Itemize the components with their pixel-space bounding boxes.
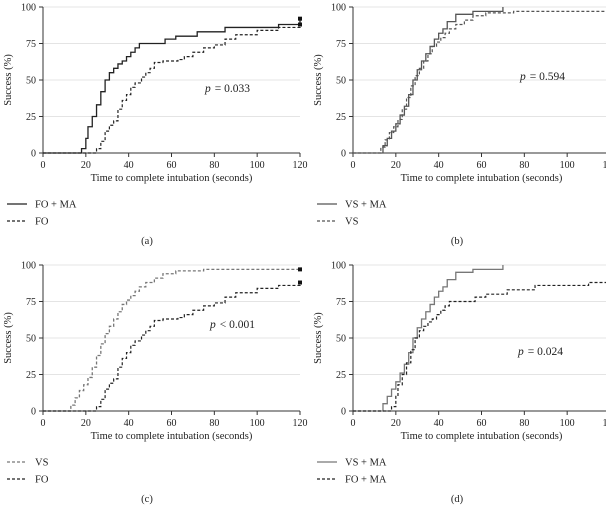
y-tick-label: 75 — [336, 39, 346, 50]
y-tick-label: 25 — [336, 370, 346, 381]
panel-label: (a) — [141, 236, 153, 247]
series-line — [353, 265, 504, 412]
x-tick-label: 60 — [477, 160, 487, 171]
series-line — [43, 268, 300, 412]
x-tick-label: 40 — [124, 160, 134, 171]
y-tick-label: 75 — [26, 39, 36, 50]
series-line — [353, 10, 606, 154]
p-value-text: = 0.594 — [530, 71, 565, 83]
x-tick-label: 40 — [434, 418, 444, 429]
censor-mark — [298, 16, 302, 21]
censor-mark — [298, 22, 302, 27]
panel-label: (c) — [141, 494, 153, 505]
x-tick-label: 120 — [603, 160, 606, 171]
p-value-symbol: p — [209, 319, 216, 331]
legend-label: VS + MA — [345, 458, 387, 469]
panel-label: (b) — [451, 236, 464, 247]
series-line — [43, 24, 301, 154]
x-axis-label: Time to complete intubation (seconds) — [401, 431, 563, 442]
y-tick-label: 0 — [341, 407, 346, 418]
y-tick-label: 50 — [336, 334, 346, 345]
x-tick-label: 20 — [391, 418, 401, 429]
legend-label: VS — [345, 217, 359, 228]
x-tick-label: 100 — [560, 418, 575, 429]
p-value-symbol: p — [204, 83, 211, 95]
legend-label: FO — [35, 475, 49, 486]
x-axis-label: Time to complete intubation (seconds) — [91, 431, 253, 442]
x-tick-label: 40 — [434, 160, 444, 171]
p-value-text: = 0.033 — [215, 83, 250, 95]
x-tick-label: 120 — [293, 160, 308, 171]
y-tick-label: 25 — [26, 370, 36, 381]
p-value-annotation: p = 0.033 — [204, 83, 250, 95]
x-tick-label: 100 — [250, 160, 265, 171]
x-tick-label: 120 — [293, 418, 308, 429]
series-line — [353, 281, 606, 412]
legend-label: FO + MA — [35, 200, 77, 211]
y-tick-label: 50 — [336, 76, 346, 87]
p-value-annotation: p < 0.001 — [209, 319, 255, 331]
y-tick-label: 0 — [31, 407, 36, 418]
y-axis-label: Success (%) — [3, 312, 14, 364]
y-tick-label: 75 — [336, 297, 346, 308]
y-tick-label: 100 — [331, 3, 346, 14]
legend-label: FO + MA — [345, 475, 387, 486]
y-tick-label: 50 — [26, 334, 36, 345]
series-line — [43, 282, 301, 412]
p-value-symbol: p — [519, 71, 526, 83]
x-tick-label: 120 — [603, 418, 606, 429]
x-tick-label: 60 — [167, 160, 177, 171]
censor-mark — [298, 280, 302, 285]
y-axis-label: Success (%) — [3, 54, 14, 106]
x-tick-label: 40 — [124, 418, 134, 429]
x-tick-label: 80 — [209, 160, 219, 171]
panel-c: 0 25 50 75 100 0 20 40 60 80 100 120 Time to complet… — [3, 261, 308, 506]
x-tick-label: 60 — [167, 418, 177, 429]
x-tick-label: 80 — [519, 418, 529, 429]
legend-label: VS + MA — [345, 200, 387, 211]
panel-b: 0 25 50 75 100 0 20 40 60 80 100 120 Time to complet… — [313, 3, 606, 247]
y-tick-label: 25 — [26, 112, 36, 123]
censor-mark — [298, 267, 302, 272]
x-tick-label: 60 — [477, 418, 487, 429]
panel-a: 0 25 50 75 100 0 20 40 60 80 100 120 Time to complet… — [3, 3, 308, 248]
x-tick-label: 20 — [81, 160, 91, 171]
y-tick-label: 0 — [31, 149, 36, 160]
x-tick-label: 100 — [560, 160, 575, 171]
p-value-annotation: p = 0.594 — [519, 71, 565, 83]
x-tick-label: 0 — [351, 160, 356, 171]
x-tick-label: 0 — [41, 418, 46, 429]
series-line — [43, 18, 301, 154]
x-tick-label: 20 — [81, 418, 91, 429]
panel-label: (d) — [451, 494, 464, 505]
x-tick-label: 20 — [391, 160, 401, 171]
y-axis-label: Success (%) — [313, 312, 324, 364]
x-tick-label: 100 — [250, 418, 265, 429]
y-tick-label: 50 — [26, 76, 36, 87]
x-axis-label: Time to complete intubation (seconds) — [401, 173, 563, 184]
x-tick-label: 0 — [41, 160, 46, 171]
y-axis-label: Success (%) — [313, 54, 324, 106]
p-value-text: = 0.024 — [528, 346, 563, 358]
p-value-symbol: p — [517, 346, 524, 358]
y-tick-label: 100 — [331, 261, 346, 272]
x-tick-label: 80 — [519, 160, 529, 171]
y-tick-label: 75 — [26, 297, 36, 308]
legend-label: FO — [35, 217, 49, 228]
y-tick-label: 25 — [336, 112, 346, 123]
y-tick-label: 100 — [21, 261, 36, 272]
p-value-annotation: p = 0.024 — [517, 346, 563, 358]
y-tick-label: 0 — [341, 149, 346, 160]
y-tick-label: 100 — [21, 3, 36, 14]
series-line — [353, 7, 504, 154]
x-tick-label: 80 — [209, 418, 219, 429]
panel-d: 0 25 50 75 100 0 20 40 60 80 100 120 Time to complet… — [313, 261, 606, 505]
x-axis-label: Time to complete intubation (seconds) — [91, 173, 253, 184]
p-value-text: < 0.001 — [220, 319, 255, 331]
x-tick-label: 0 — [351, 418, 356, 429]
legend-label: VS — [35, 458, 49, 469]
